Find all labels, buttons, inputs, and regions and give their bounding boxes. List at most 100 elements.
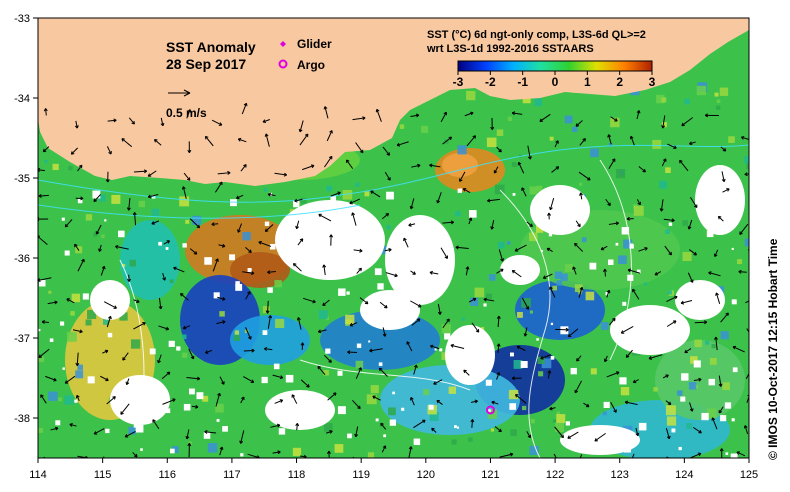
current-vector-arrow-icon	[594, 432, 606, 442]
current-vector-arrow-icon	[636, 110, 641, 120]
current-vector-arrow-icon	[239, 430, 245, 444]
current-vector-arrow-icon	[521, 187, 527, 197]
current-vector-arrow-icon	[272, 374, 284, 380]
current-vector-arrow-icon	[353, 248, 363, 253]
current-vector-arrow-icon	[352, 116, 366, 121]
argo-marker-icon	[278, 59, 288, 69]
lat-tick-label: -35	[14, 173, 30, 185]
current-vector-arrow-icon	[100, 265, 106, 276]
current-vector-arrow-icon	[665, 428, 671, 440]
current-vector-arrow-icon	[493, 166, 499, 174]
current-vector-arrow-icon	[496, 315, 501, 327]
current-vector-arrow-icon	[75, 394, 80, 402]
current-vector-arrow-icon	[236, 194, 244, 200]
current-vector-arrow-icon	[662, 374, 669, 379]
current-vector-arrow-icon	[270, 423, 281, 428]
current-vector-arrow-icon	[666, 320, 677, 327]
lon-tick-label: 118	[288, 469, 306, 481]
current-vector-arrow-icon	[463, 459, 466, 472]
current-vector-arrow-icon	[521, 297, 530, 310]
current-vector-arrow-icon	[154, 139, 162, 146]
current-vector-arrow-icon	[549, 406, 556, 411]
current-vector-arrow-icon	[354, 426, 359, 438]
current-vector-arrow-icon	[540, 354, 552, 360]
current-vector-arrow-icon	[496, 372, 501, 380]
current-vector-arrow-icon	[43, 456, 45, 458]
current-vector-arrow-icon	[744, 172, 749, 177]
current-vector-arrow-icon	[267, 270, 276, 275]
current-vector-arrow-icon	[715, 292, 721, 304]
current-vector-arrow-icon	[126, 197, 131, 211]
lon-tick-label: 121	[481, 469, 499, 481]
colorbar-title-line2: wrt L3S-1d 1992-2016 SSTAARS	[426, 43, 594, 55]
current-vector-arrow-icon	[179, 292, 189, 301]
current-vector-arrow-icon	[243, 348, 255, 353]
current-vector-arrow-icon	[632, 379, 639, 384]
current-vector-arrow-icon	[262, 119, 270, 124]
current-vector-arrow-icon	[382, 146, 390, 156]
current-vector-arrow-icon	[666, 295, 678, 303]
current-vector-arrow-icon	[359, 297, 369, 305]
current-vector-arrow-icon	[539, 113, 551, 122]
lat-tick-label: -36	[14, 253, 30, 265]
current-vector-arrow-icon	[102, 349, 109, 354]
current-vector-arrow-icon	[689, 249, 697, 256]
current-vector-arrow-icon	[264, 224, 274, 233]
current-vector-arrow-icon	[603, 268, 607, 277]
current-vector-arrow-icon	[355, 142, 364, 154]
current-vector-arrow-icon	[41, 319, 50, 324]
current-vector-arrow-icon	[93, 428, 105, 435]
current-vector-arrow-icon	[553, 453, 557, 458]
current-vector-arrow-icon	[431, 427, 437, 433]
current-vector-arrow-icon	[173, 266, 185, 273]
current-vector-arrow-icon	[567, 328, 579, 338]
current-vector-arrow-icon	[437, 303, 442, 315]
current-vector-arrow-icon	[187, 141, 192, 153]
current-vector-arrow-icon	[717, 215, 724, 222]
current-vector-arrow-icon	[132, 452, 138, 458]
current-vector-arrow-icon	[583, 402, 590, 408]
vector-scale-label: 0.5 m/s	[166, 106, 207, 120]
current-vector-arrow-icon	[711, 417, 718, 430]
current-vector-arrow-icon	[237, 223, 243, 233]
current-vector-arrow-icon	[638, 246, 648, 252]
current-vector-arrow-icon	[654, 271, 662, 276]
current-vector-arrow-icon	[579, 454, 583, 458]
current-vector-arrow-icon	[429, 270, 439, 275]
current-vector-arrow-icon	[330, 191, 341, 197]
current-vector-arrow-icon	[464, 111, 474, 117]
current-vector-arrow-icon	[740, 135, 749, 140]
current-vector-arrow-icon	[396, 141, 409, 147]
current-vector-arrow-icon	[732, 345, 745, 353]
colorbar-tick-label: 0	[552, 75, 559, 89]
colorbar-tick-label: 2	[616, 75, 623, 89]
current-vector-arrow-icon	[161, 371, 171, 380]
current-vector-arrow-icon	[722, 188, 730, 193]
current-vector-arrow-icon	[638, 166, 646, 173]
current-vector-arrow-icon	[721, 171, 726, 183]
current-vector-arrow-icon	[205, 349, 213, 354]
current-vector-arrow-icon	[351, 399, 361, 410]
current-vector-arrow-icon	[607, 134, 612, 145]
current-vector-arrow-icon	[204, 135, 214, 147]
current-vector-arrow-icon	[349, 322, 358, 327]
colorbar-tick-label: 1	[584, 75, 591, 89]
current-vector-arrow-icon	[403, 237, 409, 248]
current-vector-arrow-icon	[189, 218, 201, 229]
current-vector-arrow-icon	[183, 172, 191, 181]
current-vector-arrow-icon	[152, 419, 160, 430]
current-vector-arrow-icon	[610, 116, 618, 122]
current-vector-arrow-icon	[45, 375, 57, 382]
current-vector-arrow-icon	[517, 161, 525, 174]
current-vector-arrow-icon	[240, 164, 247, 172]
current-vector-arrow-icon	[187, 443, 192, 458]
colorbar-tick-label: -2	[485, 75, 496, 89]
current-vector-arrow-icon	[704, 113, 719, 118]
current-vector-arrow-icon	[64, 219, 73, 228]
current-vector-arrow-icon	[219, 446, 224, 456]
current-vector-arrow-icon	[302, 297, 316, 304]
current-vector-arrow-icon	[380, 422, 387, 430]
current-vector-arrow-icon	[602, 458, 608, 461]
current-vector-arrow-icon	[409, 198, 415, 210]
current-vector-arrow-icon	[157, 354, 162, 364]
